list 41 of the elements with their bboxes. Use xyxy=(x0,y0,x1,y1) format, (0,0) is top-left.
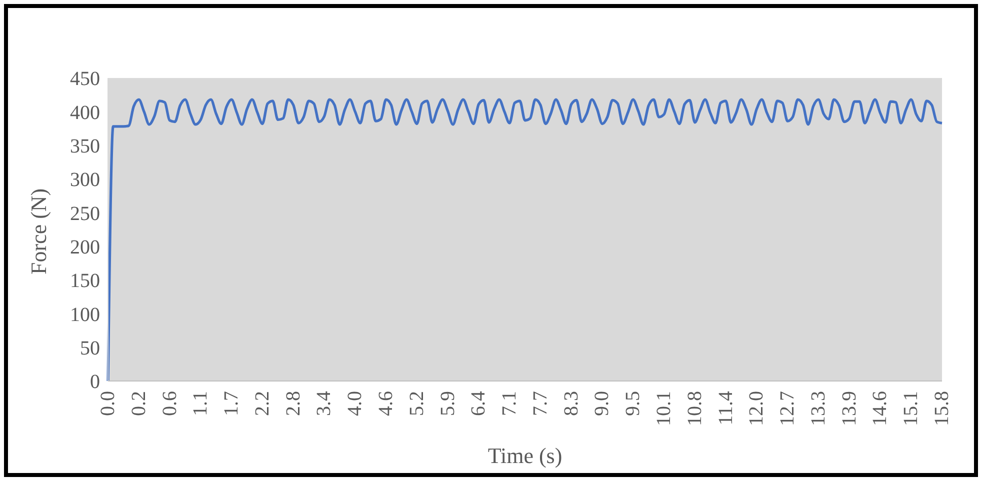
x-tick-label: 0.2 xyxy=(128,391,150,416)
x-tick-label: 3.4 xyxy=(313,391,336,416)
x-tick-label: 12.0 xyxy=(746,391,768,426)
x-tick-label: 2.2 xyxy=(251,391,274,416)
x-tick-label: 0.6 xyxy=(158,391,181,416)
y-tick-label: 350 xyxy=(70,135,100,158)
x-tick-label: 15.8 xyxy=(931,391,953,426)
x-tick-label: 0.0 xyxy=(97,391,119,416)
y-tick-label: 0 xyxy=(90,371,100,394)
x-tick-label: 6.4 xyxy=(468,391,490,416)
x-tick-label: 13.9 xyxy=(838,391,860,426)
x-tick-label: 14.6 xyxy=(869,391,892,426)
x-tick-label: 13.3 xyxy=(807,391,830,426)
x-tick-label: 10.1 xyxy=(653,391,675,426)
y-tick-label: 50 xyxy=(80,337,100,360)
y-axis-title: Force (N) xyxy=(26,188,51,274)
x-tick-label: 7.7 xyxy=(529,391,552,416)
y-tick-label: 450 xyxy=(70,68,100,90)
x-tick-label: 10.8 xyxy=(684,391,706,426)
x-tick-label: 11.4 xyxy=(714,391,737,426)
x-tick-label: 2.8 xyxy=(282,391,304,416)
x-tick-label: 4.0 xyxy=(344,391,366,416)
x-tick-label: 15.1 xyxy=(900,391,922,426)
y-tick-label: 100 xyxy=(70,304,100,326)
x-axis-title: Time (s) xyxy=(488,443,562,468)
x-tick-label: 9.5 xyxy=(622,391,644,416)
y-tick-label: 300 xyxy=(70,169,100,192)
x-tick-label: 5.2 xyxy=(406,391,428,416)
x-tick-label: 5.9 xyxy=(436,391,459,416)
line-series xyxy=(106,98,944,381)
x-tick-label: 1.7 xyxy=(220,391,243,416)
x-tick-label: 7.1 xyxy=(498,391,521,416)
y-tick-label: 250 xyxy=(70,202,100,225)
x-tick-label: 9.0 xyxy=(591,391,614,416)
x-tick-label: 12.7 xyxy=(776,391,799,426)
y-tick-label: 150 xyxy=(70,270,100,292)
y-tick-label: 200 xyxy=(70,236,100,258)
x-tick-label: 1.1 xyxy=(190,391,212,416)
x-tick-label: 8.3 xyxy=(560,391,582,416)
y-tick-label: 400 xyxy=(70,102,100,124)
x-tick-label: 4.6 xyxy=(375,391,397,416)
